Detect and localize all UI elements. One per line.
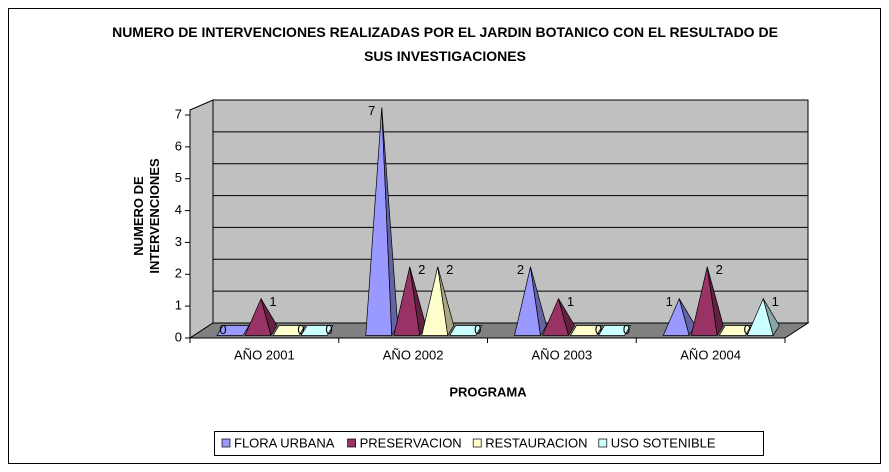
data-label: 2 <box>418 262 425 277</box>
pyramid-shade <box>763 298 780 336</box>
pyramid <box>690 266 724 337</box>
pyramid <box>365 107 399 337</box>
pyramid-base <box>569 325 604 336</box>
data-label: 0 <box>595 322 602 337</box>
back-wall <box>212 99 809 324</box>
pyramid <box>449 325 483 336</box>
pyramid-shade <box>530 266 547 336</box>
data-label: 2 <box>446 262 453 277</box>
y-tick-label: 2 <box>175 266 182 281</box>
pyramid-base <box>449 325 483 336</box>
pyramid-shade <box>707 266 724 336</box>
pyramid-base <box>272 325 306 336</box>
pyramid-side <box>437 266 455 337</box>
data-label: 1 <box>269 294 276 309</box>
data-label: 0 <box>325 322 332 337</box>
side-wall <box>189 99 214 339</box>
pyramid <box>300 325 334 336</box>
pyramid-shade <box>558 298 575 336</box>
pyramid-base <box>597 325 632 336</box>
legend-box <box>214 431 764 456</box>
data-label: 1 <box>772 294 779 309</box>
pyramid <box>597 325 632 336</box>
chart-title: NUMERO DE INTERVENCIONES REALIZADAS POR … <box>112 24 778 64</box>
pyramid <box>662 297 696 337</box>
data-label: 2 <box>517 262 524 277</box>
y-tick-label: 7 <box>175 106 182 121</box>
pyramid-shade <box>437 266 454 336</box>
data-label: 1 <box>567 294 574 309</box>
x-tick-label: AÑO 2002 <box>383 347 444 362</box>
pyramid <box>514 266 547 337</box>
x-axis-title: PROGRAMA <box>449 384 527 399</box>
y-tick-label: 1 <box>175 298 182 313</box>
pyramid-side <box>558 298 575 337</box>
pyramid <box>393 266 427 337</box>
pyramid <box>746 297 780 337</box>
data-label: 0 <box>744 322 751 337</box>
pyramid-shade <box>261 298 277 336</box>
data-label: 2 <box>716 262 723 277</box>
pyramid-side <box>260 298 278 337</box>
pyramid-base <box>300 325 334 336</box>
legend-label: FLORA URBANA <box>234 435 335 450</box>
y-axis-title: NUMERO DE INTERVENCIONES <box>131 158 162 274</box>
y-tick-label: 3 <box>175 234 182 249</box>
legend-swatch <box>472 438 482 448</box>
data-label: 1 <box>666 294 673 309</box>
x-tick-label: AÑO 2001 <box>234 347 295 362</box>
data-label: 0 <box>623 322 630 337</box>
legend-label: PRESERVACION <box>360 435 462 450</box>
x-tick-label: AÑO 2003 <box>532 347 593 362</box>
legend-swatch <box>598 438 608 448</box>
data-label: 7 <box>368 103 375 118</box>
pyramid <box>272 325 306 336</box>
data-label: 0 <box>297 322 304 337</box>
legend-label: USO SOTENIBLE <box>611 435 716 450</box>
legend-swatch <box>221 438 231 448</box>
y-tick-label: 6 <box>175 138 182 153</box>
pyramid-side <box>530 266 547 337</box>
legend-label: RESTAURACION <box>485 435 587 450</box>
x-tick-label: AÑO 2004 <box>680 347 741 362</box>
data-label: 0 <box>219 322 226 337</box>
pyramid <box>421 266 455 337</box>
y-tick-label: 0 <box>175 329 182 344</box>
data-label: 0 <box>474 322 481 337</box>
pyramid-shade <box>409 266 426 336</box>
pyramid-shade <box>679 298 696 336</box>
pyramid-shade <box>381 107 398 336</box>
y-tick-label: 5 <box>175 170 182 185</box>
pyramid-side <box>706 266 724 337</box>
legend-swatch <box>347 438 356 448</box>
y-tick-label: 4 <box>175 202 182 217</box>
pyramid-side <box>762 298 780 337</box>
pyramid <box>569 325 604 336</box>
pyramid <box>244 297 278 337</box>
pyramid <box>541 297 575 337</box>
